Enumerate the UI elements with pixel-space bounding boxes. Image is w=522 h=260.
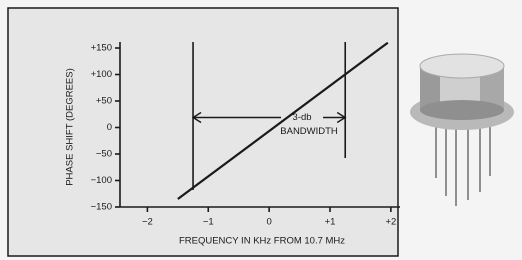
y-tick-label: +150 (91, 43, 112, 54)
y-tick-label: +50 (96, 96, 112, 107)
x-tick-label: −2 (142, 217, 153, 228)
y-tick-label: −100 (91, 175, 112, 186)
y-tick-label: −150 (91, 202, 112, 213)
x-tick-label: 0 (266, 217, 271, 228)
y-tick-label: 0 (107, 122, 112, 133)
y-tick-label: +100 (91, 69, 112, 80)
annotation: BANDWIDTH (280, 126, 338, 137)
annotation: 3-db (293, 112, 312, 123)
page: PHASE SHIFT (DEGREES) FREQUENCY IN KHz F… (0, 0, 522, 260)
x-tick-label: +1 (325, 217, 336, 228)
y-tick-label: −50 (96, 149, 112, 160)
x-tick-label: −1 (203, 217, 214, 228)
x-tick-label: +2 (385, 217, 396, 228)
y-axis-title: PHASE SHIFT (DEGREES) (65, 68, 76, 186)
x-axis-title: FREQUENCY IN KHz FROM 10.7 MHz (179, 236, 345, 247)
